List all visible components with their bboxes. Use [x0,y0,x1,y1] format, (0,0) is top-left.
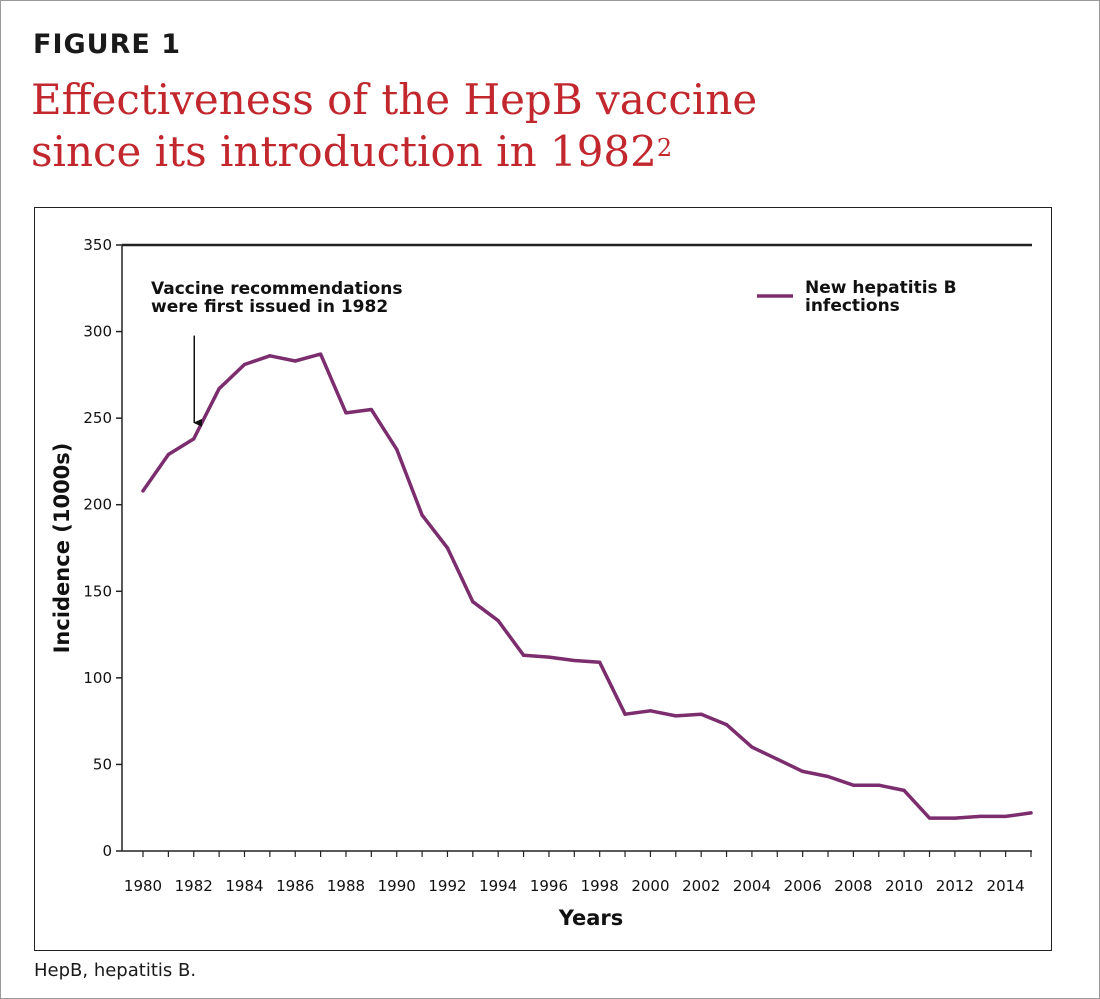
data-point [927,816,932,820]
data-point [902,788,906,793]
chart-container [34,207,1052,951]
data-point [1029,811,1033,815]
data-point [420,513,424,517]
data-point [572,658,576,663]
y-tick-label: 50 [93,755,112,773]
y-tick-label: 100 [83,669,112,687]
x-tick-label: 2014 [987,877,1025,895]
data-point [344,411,348,415]
footnote: HepB, hepatitis B. [34,960,197,981]
data-point [547,655,551,659]
annotation-text: Vaccine recommendations [151,279,402,299]
y-tick-label: 350 [83,236,112,254]
data-point [268,354,272,358]
figure-label: FIGURE 1 [33,29,181,60]
data-point [293,359,297,363]
data-point [953,816,957,820]
x-tick-label: 2004 [733,877,771,895]
series-layer [141,352,1033,820]
data-point [369,407,373,412]
data-point [1004,814,1008,818]
x-tick-label: 2012 [936,877,974,895]
x-tick-label: 2008 [834,877,872,895]
y-tick-label: 0 [102,842,112,860]
data-point [319,352,323,356]
data-point [674,714,678,718]
x-tick-label: 1988 [327,877,365,895]
legend-label: infections [805,296,900,316]
data-point [623,712,627,716]
x-tick-label: 2006 [784,877,822,895]
x-tick-label: 2010 [885,877,923,895]
x-tick-label: 1996 [530,877,568,895]
y-tick-label: 200 [83,496,112,514]
data-point [801,769,805,773]
data-point [192,437,196,441]
data-point [598,660,602,664]
x-tick-label: 1986 [276,877,314,895]
title-line-2: since its introduction in 1982 [31,127,657,176]
data-point [750,745,754,749]
data-point [978,814,982,818]
data-point [166,452,170,457]
y-tick-label: 300 [83,323,112,341]
x-tick-label: 1998 [581,877,619,895]
x-tick-label: 2002 [682,877,720,895]
annotation-text: were first issued in 1982 [151,297,388,317]
axes: 0 50 100 150 200 250 300 350 1980 1982 1984 1986 198… [83,236,1032,895]
x-tick-label: 2000 [631,877,669,895]
data-point [775,757,779,761]
data-point [648,709,653,713]
data-point [217,387,221,391]
x-tick-label: 1990 [378,877,416,895]
title-line-1: Effectiveness of the HepB vaccine [31,75,758,124]
y-axis-title: Incidence (1000s) [50,443,74,654]
data-point [141,489,145,493]
data-point [826,774,830,779]
data-point [877,783,881,787]
x-tick-label: 1980 [124,877,162,895]
data-point [471,600,475,604]
data-point [395,447,399,451]
data-point [521,653,526,657]
series-line-0 [141,352,1033,820]
x-tick-label: 1984 [225,877,263,895]
x-tick-label: 1992 [428,877,466,895]
legend-label: New hepatitis B [805,278,957,298]
x-axis-title: Years [558,906,624,930]
x-tick-label: 1982 [175,877,213,895]
data-point [724,723,729,727]
data-point [242,362,247,367]
data-point [699,712,703,716]
title-reference-superscript: 2 [656,134,673,162]
data-point [496,619,500,623]
y-tick-label: 250 [83,409,112,427]
data-point [445,546,450,550]
figure-title: Effectiveness of the HepB vaccine since … [31,74,1031,178]
data-point [851,783,856,787]
x-tick-label: 1994 [479,877,517,895]
y-tick-label: 150 [83,582,112,600]
